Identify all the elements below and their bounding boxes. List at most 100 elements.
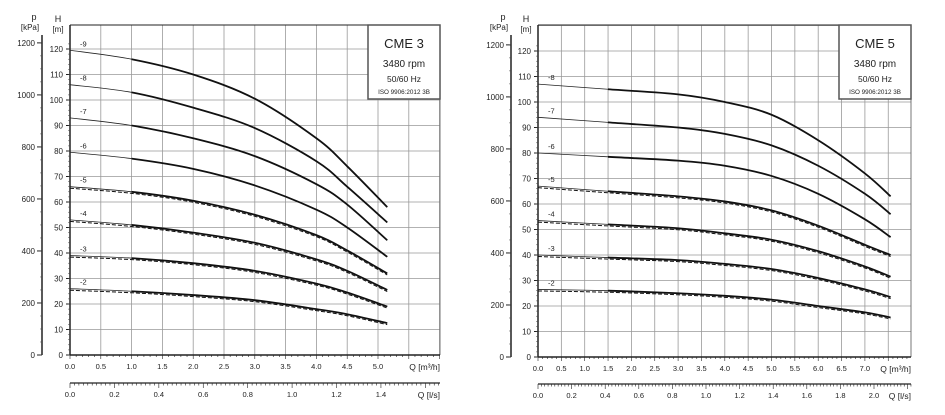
q-ls-tick-label: 0.8: [667, 391, 677, 400]
legend-frequency: 50/60 Hz: [858, 74, 892, 84]
legend-standard: ISO 9906:2012 3B: [378, 89, 430, 96]
h-tick-label: 20: [54, 300, 63, 309]
curve--4-thin: [69, 219, 388, 291]
legend-title: CME 5: [855, 36, 895, 51]
curve--2-thin: [69, 288, 388, 324]
p-tick-label: 800: [491, 145, 505, 154]
p-tick-label: 400: [491, 249, 505, 258]
q-tick-label: 2.5: [650, 364, 660, 373]
curve-label: -9: [80, 39, 87, 48]
q-ls-tick-label: 1.4: [768, 391, 778, 400]
curve-label: -3: [548, 244, 555, 253]
q-tick-label: 2.0: [188, 362, 198, 371]
q-tick-label: 3.5: [696, 364, 706, 373]
p-tick-label: 0: [500, 353, 505, 362]
q-ls-tick-label: 1.6: [802, 391, 812, 400]
h-tick-label: 110: [518, 73, 531, 82]
curve--8: [131, 91, 388, 224]
h-tick-label: 30: [54, 275, 63, 284]
h-tick-label: 0: [527, 353, 532, 362]
curve--2-dashed: [69, 289, 388, 326]
curve-label: -8: [80, 74, 87, 83]
curve-label: -5: [80, 176, 87, 185]
h-tick-label: 40: [54, 249, 63, 258]
q-tick-label: 0.0: [533, 364, 543, 373]
h-tick-label: 80: [522, 149, 531, 158]
h-tick-label: 50: [522, 226, 531, 235]
q-tick-label: 1.5: [157, 362, 167, 371]
h-tick-label: 110: [50, 71, 63, 80]
p-tick-label: 1000: [486, 93, 504, 102]
p-axis-unit: [kPa]: [21, 23, 39, 32]
q-ls-tick-label: 0.8: [242, 390, 252, 399]
q-ls-tick-label: 0.4: [154, 390, 164, 399]
q-tick-label: 4.5: [342, 362, 352, 371]
q-tick-label: 0.5: [96, 362, 106, 371]
h-tick-label: 100: [50, 96, 64, 105]
legend-frequency: 50/60 Hz: [387, 74, 421, 84]
h-tick-label: 70: [522, 175, 531, 184]
h-tick-label: 10: [522, 328, 531, 337]
q-ls-tick-label: 1.8: [835, 391, 845, 400]
q-tick-label: 0.5: [556, 364, 566, 373]
q-ls-tick-label: 0.2: [566, 391, 576, 400]
curve--3-dashed: [537, 256, 891, 300]
h-tick-label: 100: [518, 98, 532, 107]
h-tick-label: 60: [522, 200, 531, 209]
h-axis-label: H: [523, 14, 530, 24]
q-tick-label: 1.5: [603, 364, 613, 373]
curve--5-dashed: [537, 187, 891, 257]
legend-title: CME 3: [384, 36, 424, 51]
curve--9: [131, 58, 388, 208]
legend-box: [838, 24, 912, 100]
q-axis-label: Q [m³/h]: [409, 362, 440, 372]
curve-label: -4: [80, 209, 87, 218]
q-ls-tick-label: 1.0: [287, 390, 297, 399]
q-tick-label: 1.0: [579, 364, 589, 373]
curve--5: [131, 190, 388, 275]
h-tick-label: 0: [59, 351, 64, 360]
q-ls-tick-label: 2.0: [869, 391, 879, 400]
q-tick-label: 3.5: [280, 362, 290, 371]
curve--7: [608, 121, 892, 215]
p-tick-label: 1200: [17, 39, 35, 48]
h-axis-label: H: [55, 14, 62, 24]
curve--6: [131, 157, 388, 258]
p-tick-label: 0: [31, 351, 36, 360]
curve--3-dashed: [69, 256, 388, 309]
chart-2: 0102030405060708090100110120020040060080…: [486, 12, 912, 401]
p-tick-label: 800: [22, 143, 36, 152]
p-tick-label: 200: [491, 301, 505, 310]
q-ls-tick-label: 0.0: [533, 391, 543, 400]
p-tick-label: 600: [491, 197, 505, 206]
q-ls-tick-label: 0.2: [109, 390, 119, 399]
q-ls-tick-label: 1.2: [331, 390, 341, 399]
h-tick-label: 120: [50, 45, 64, 54]
curve-label: -6: [548, 142, 555, 151]
curve-label: -5: [548, 175, 555, 184]
q-ls-tick-label: 0.4: [600, 391, 610, 400]
q-axis-label: Q [m³/h]: [880, 364, 911, 374]
q-ls-tick-label: 1.4: [376, 390, 386, 399]
q-tick-label: 6.0: [813, 364, 823, 373]
q-ls-tick-label: 1.2: [734, 391, 744, 400]
q-ls-tick-label: 0.6: [198, 390, 208, 399]
curve--5-dashed: [69, 187, 388, 276]
curve--2-dashed: [537, 290, 891, 320]
h-tick-label: 30: [522, 277, 531, 286]
h-tick-label: 50: [54, 224, 63, 233]
curve--2: [131, 290, 388, 325]
q-tick-label: 2.0: [626, 364, 636, 373]
h-axis-unit: [m]: [52, 25, 63, 34]
curve--6-thin: [69, 151, 388, 258]
curve-label: -7: [80, 107, 87, 116]
q-tick-label: 7.0: [860, 364, 870, 373]
curve--7: [131, 124, 388, 241]
h-tick-label: 40: [522, 251, 531, 260]
curve-label: -4: [548, 210, 555, 219]
q-tick-label: 5.0: [373, 362, 383, 371]
p-axis-unit: [kPa]: [490, 23, 508, 32]
curve--8-thin: [537, 83, 891, 197]
q-tick-label: 3.0: [673, 364, 683, 373]
curve--3: [608, 256, 891, 298]
